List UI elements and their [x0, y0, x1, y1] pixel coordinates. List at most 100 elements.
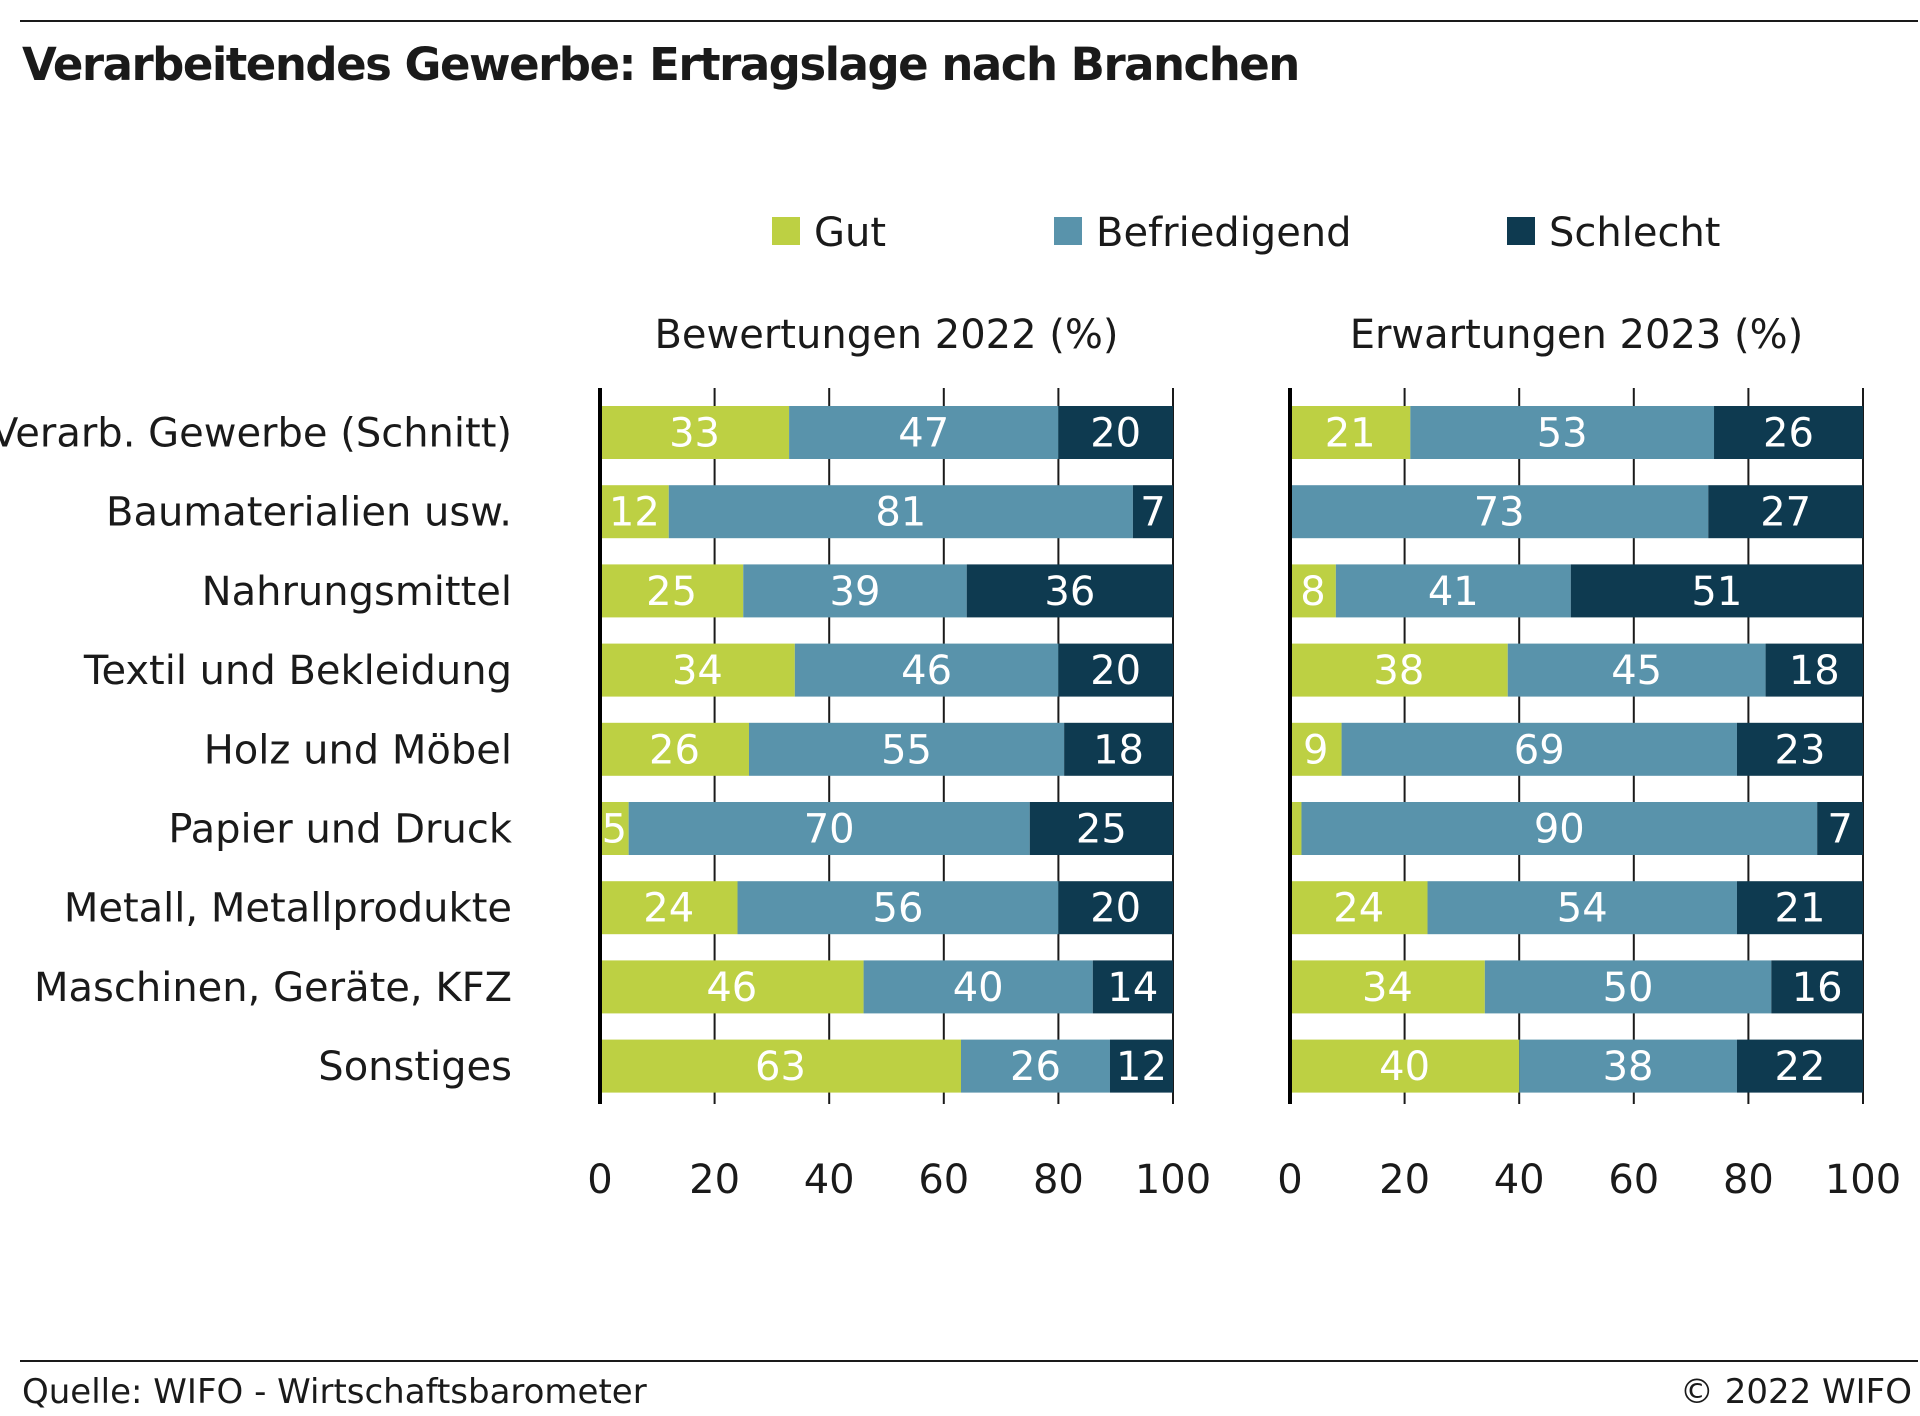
data-label: 90	[1534, 807, 1585, 853]
bar-segment-schlecht	[1058, 881, 1173, 935]
legend-label-schlecht: Schlecht	[1549, 210, 1720, 256]
data-label: 18	[1789, 648, 1840, 694]
bar-segment-gut	[600, 802, 629, 855]
data-label: 69	[1514, 727, 1565, 773]
data-label: 27	[1760, 490, 1811, 536]
data-label: 34	[1362, 965, 1413, 1011]
bar-segment-befriedigend	[960, 1039, 1110, 1093]
data-label: 73	[1474, 490, 1525, 536]
data-label: 12	[1116, 1044, 1167, 1090]
data-label: 41	[1428, 569, 1479, 615]
data-label: 25	[646, 569, 697, 615]
bar-segment-befriedigend	[1410, 406, 1715, 459]
x-tick-label: 0	[587, 1157, 612, 1203]
data-label: 26	[1763, 411, 1814, 457]
legend-swatch-befriedigend	[1054, 217, 1082, 245]
data-label: 40	[1379, 1044, 1430, 1090]
x-tick-label: 40	[1494, 1157, 1545, 1203]
bar-segment-befriedigend	[743, 564, 967, 618]
bar-segment-schlecht	[1765, 643, 1863, 697]
x-tick-label: 80	[1033, 1157, 1084, 1203]
x-tick-label: 60	[1608, 1157, 1659, 1203]
bar-segment-schlecht	[1058, 406, 1173, 459]
bar-segment-gut	[600, 1039, 961, 1093]
data-label: 38	[1373, 648, 1424, 694]
x-tick-label: 40	[804, 1157, 855, 1203]
data-label: 21	[1325, 411, 1376, 457]
data-label: 45	[1611, 648, 1662, 694]
data-label: 53	[1537, 411, 1588, 457]
category-label: Baumaterialien usw.	[106, 490, 512, 536]
data-label: 50	[1603, 965, 1654, 1011]
data-label: 20	[1090, 648, 1141, 694]
bar-segment-gut	[1290, 643, 1508, 697]
data-label: 26	[1010, 1044, 1061, 1090]
bar-segment-befriedigend	[789, 406, 1059, 459]
bar-segment-gut	[600, 881, 738, 935]
bar-segment-schlecht	[966, 564, 1173, 618]
bar-segment-gut	[600, 406, 790, 459]
bar-segment-schlecht	[1570, 564, 1863, 618]
category-label: Holz und Möbel	[204, 727, 512, 773]
bar-segment-gut	[1290, 564, 1336, 618]
data-label: 39	[830, 569, 881, 615]
bar-segment-gut	[600, 722, 749, 776]
data-label: 63	[755, 1044, 806, 1090]
x-tick-label: 0	[1277, 1157, 1302, 1203]
bar-segment-schlecht	[1708, 485, 1863, 539]
legend-label-gut: Gut	[814, 210, 886, 256]
bar-segment-schlecht	[1736, 881, 1863, 935]
bar-segment-schlecht	[1092, 960, 1173, 1014]
data-label: 46	[901, 648, 952, 694]
bar-segment-gut	[1290, 406, 1411, 459]
bar-segment-schlecht	[1058, 643, 1173, 697]
data-label: 54	[1557, 886, 1608, 932]
x-tick-label: 100	[1135, 1157, 1211, 1203]
data-label: 47	[898, 411, 949, 457]
data-label: 81	[875, 490, 926, 536]
bar-segment-befriedigend	[1341, 722, 1737, 776]
x-tick-label: 80	[1723, 1157, 1774, 1203]
legend-swatch-gut	[772, 217, 800, 245]
data-label: 38	[1603, 1044, 1654, 1090]
bar-segment-schlecht	[1064, 722, 1173, 776]
data-label: 46	[706, 965, 757, 1011]
bar-segment-gut	[600, 485, 669, 539]
x-tick-label: 20	[1379, 1157, 1430, 1203]
data-label: 16	[1792, 965, 1843, 1011]
bottom-rule	[20, 1360, 1918, 1362]
bar-segment-gut	[600, 564, 744, 618]
x-tick-label: 60	[918, 1157, 969, 1203]
top-rule	[20, 20, 1918, 22]
source-note: Quelle: WIFO - Wirtschaftsbarometer	[22, 1372, 647, 1412]
x-tick-label: 20	[689, 1157, 740, 1203]
chart-title: Verarbeitendes Gewerbe: Ertragslage nach…	[22, 38, 1300, 91]
data-label: 18	[1093, 727, 1144, 773]
data-label: 70	[804, 807, 855, 853]
category-label: Textil und Bekleidung	[83, 648, 512, 694]
x-tick-label: 100	[1825, 1157, 1901, 1203]
data-label: 51	[1691, 569, 1742, 615]
bar-segment-gut	[1290, 802, 1302, 855]
data-label: 23	[1775, 727, 1826, 773]
bar-segment-befriedigend	[668, 485, 1133, 539]
data-label: 25	[1076, 807, 1127, 853]
category-label: Verarb. Gewerbe (Schnitt)	[0, 411, 512, 457]
data-label: 24	[643, 886, 694, 932]
bar-segment-gut	[600, 643, 795, 697]
bar-segment-schlecht	[1736, 1039, 1863, 1093]
bar-segment-befriedigend	[1484, 960, 1772, 1014]
bar-segment-befriedigend	[628, 802, 1030, 855]
bar-segment-befriedigend	[737, 881, 1059, 935]
panel-title: Erwartungen 2023 (%)	[1350, 312, 1804, 358]
bar-segment-befriedigend	[1507, 643, 1766, 697]
panel-title: Bewertungen 2022 (%)	[654, 312, 1118, 358]
data-label: 36	[1044, 569, 1095, 615]
bar-segment-schlecht	[1771, 960, 1863, 1014]
category-label: Metall, Metallprodukte	[64, 886, 512, 932]
data-label: 7	[1140, 490, 1165, 536]
data-label: 21	[1775, 886, 1826, 932]
data-label: 5	[602, 807, 627, 853]
data-label: 12	[609, 490, 660, 536]
